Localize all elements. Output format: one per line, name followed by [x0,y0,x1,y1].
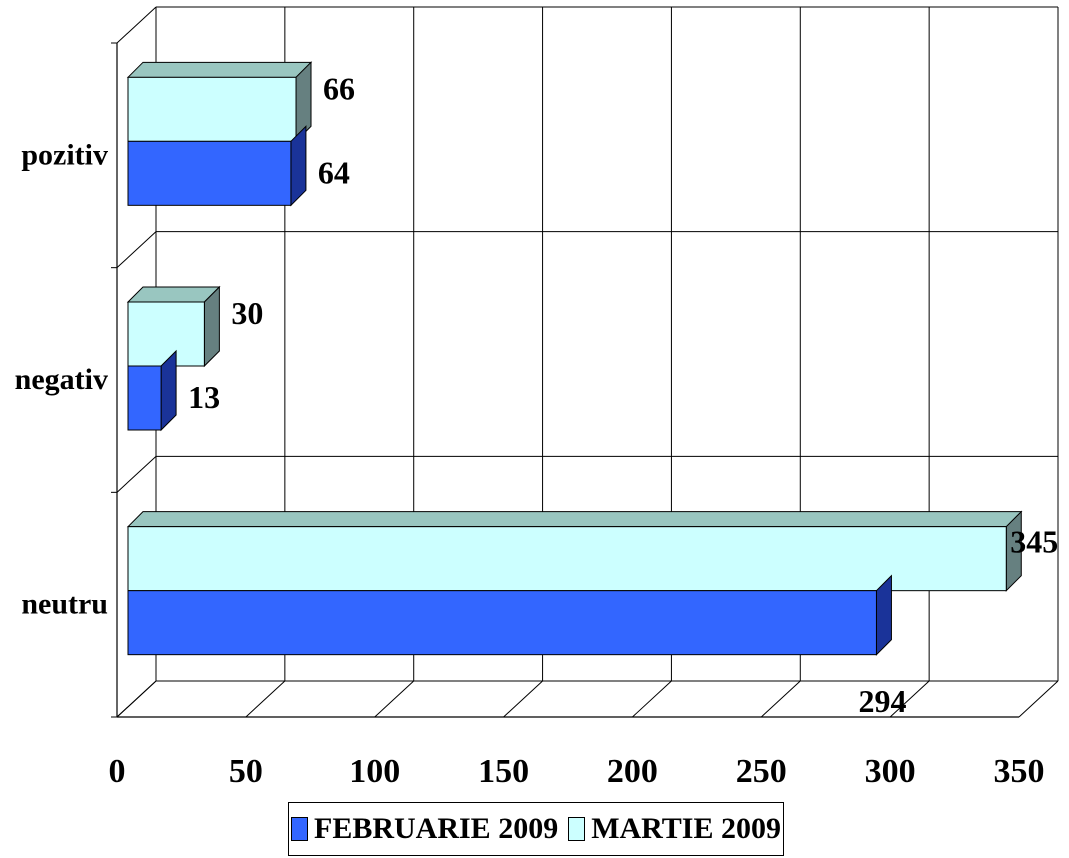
side-wall-gridline [116,680,157,718]
floor-gridline [374,680,415,718]
x-tick-label: 250 [736,753,787,790]
data-label: 13 [188,379,220,415]
bar-pozitiv-martie [126,61,313,143]
bar-front-face [127,365,162,431]
side-wall-gridline [116,231,157,269]
bar-front-face [127,590,877,656]
data-label: 64 [318,154,350,190]
x-tick-label: 200 [607,753,658,790]
side-wall-gridline [116,455,157,493]
x-tick-label: 350 [994,753,1045,790]
bar-front-face [127,301,205,367]
data-label: 30 [231,295,263,331]
x-tick-label: 50 [229,753,263,790]
bar-negativ-martie [126,285,221,368]
bar-pozitiv-februarie [127,125,307,207]
bar-top-face [126,511,1023,528]
data-label: 66 [323,70,355,106]
x-tick-label: 0 [109,753,126,790]
legend-label-martie: MARTIE 2009 [591,812,781,845]
bar-front-face [127,140,292,206]
legend-swatch-martie [568,817,586,841]
floor-gridline [760,680,801,718]
floor-gridline [632,680,672,718]
x-tick-label: 150 [478,753,529,790]
bar-neutru-martie [126,510,1023,592]
floor-gridline [245,680,286,718]
bar-front-face [127,76,297,142]
legend-swatch-februarie [291,817,308,841]
legend-label-februarie: FEBRUARIE 2009 [314,812,559,845]
legend-item-martie: MARTIE 2009 [568,812,781,846]
bar-negativ-februarie [127,349,177,432]
category-label: neutru [21,588,108,621]
bar-neutru-februarie [127,574,892,656]
x-tick-label: 300 [865,753,916,790]
bar-top-face [126,61,313,78]
bar-top-face [126,286,221,303]
floor-gridline [503,680,543,718]
x-tick-label: 100 [349,753,400,790]
category-label: pozitiv [21,138,108,171]
legend: FEBRUARIE 2009 MARTIE 2009 [288,802,784,856]
data-label: 294 [858,683,906,719]
legend-item-februarie: FEBRUARIE 2009 [291,812,558,846]
category-label: negativ [15,363,108,396]
floor-gridline [889,680,930,718]
data-label: 345 [1010,524,1058,560]
bar-chart: 0 50 100 150 200 250 300 350 pozitiv 66 64 negativ 3… [15,6,1059,790]
floor-gridline [1018,680,1059,718]
side-wall-gridline [116,6,157,44]
bar-front-face [127,526,1007,592]
